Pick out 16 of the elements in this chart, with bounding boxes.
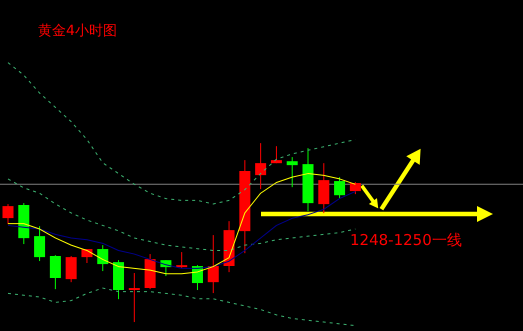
candlestick bbox=[350, 182, 361, 195]
candlestick bbox=[318, 162, 330, 214]
candlestick bbox=[176, 252, 188, 269]
candlestick bbox=[128, 272, 140, 323]
candlestick bbox=[208, 234, 219, 294]
candlestick bbox=[34, 226, 46, 262]
candlestick bbox=[2, 204, 14, 225]
candlestick bbox=[255, 142, 266, 190]
candlestick bbox=[334, 176, 346, 199]
chart-title: 黄金4小时图 bbox=[38, 23, 117, 39]
candlestick bbox=[286, 156, 298, 188]
annotation: 1248-1250一线 bbox=[350, 231, 462, 249]
candlestick bbox=[66, 256, 77, 283]
candlestick bbox=[50, 254, 61, 290]
candlestick bbox=[270, 146, 282, 164]
candlestick bbox=[97, 244, 108, 272]
